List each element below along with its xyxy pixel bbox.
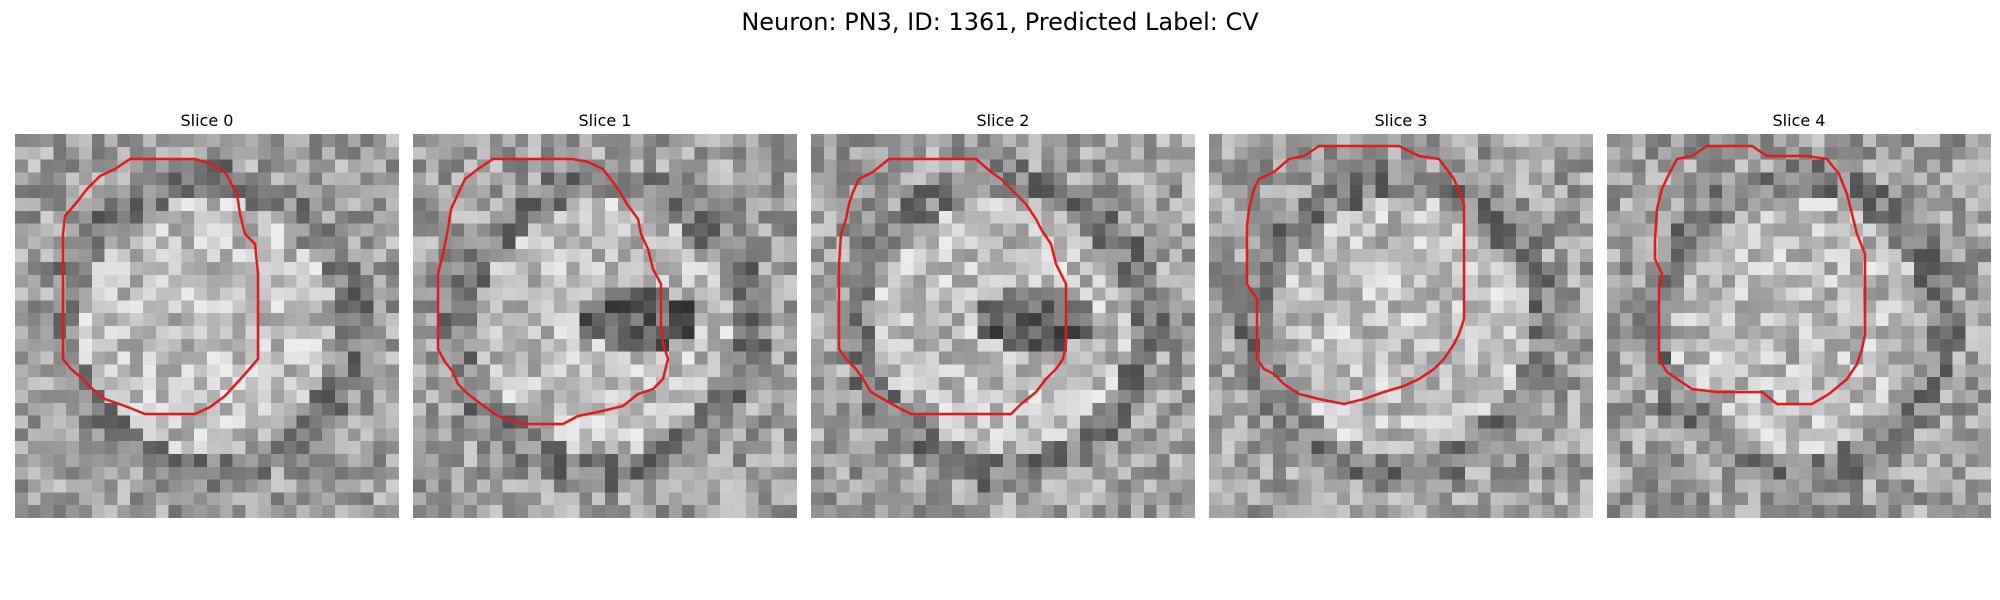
slice-title: Slice 4 xyxy=(1772,111,1826,130)
slice-contour-0 xyxy=(61,157,260,416)
slice-contour-3 xyxy=(1245,144,1466,406)
slice-title: Slice 0 xyxy=(180,111,234,130)
slice-title: Slice 1 xyxy=(578,111,632,130)
slice-contour-1 xyxy=(436,157,670,426)
slice-contour-2 xyxy=(837,157,1068,416)
slice-title: Slice 2 xyxy=(976,111,1030,130)
slice-panel-1: Slice 1 xyxy=(413,110,797,518)
slice-grayscale-2 xyxy=(811,134,1195,518)
slice-image-4 xyxy=(1607,134,1991,518)
slice-grayscale-4 xyxy=(1607,134,1991,518)
slice-image-0 xyxy=(15,134,399,518)
slice-grayscale-3 xyxy=(1209,134,1593,518)
slice-image-2 xyxy=(811,134,1195,518)
slice-image-1 xyxy=(413,134,797,518)
slice-panel-2: Slice 2 xyxy=(811,110,1195,518)
slice-image-3 xyxy=(1209,134,1593,518)
slice-title: Slice 3 xyxy=(1374,111,1428,130)
slice-panel-3: Slice 3 xyxy=(1209,110,1593,518)
slice-grayscale-1 xyxy=(413,134,797,518)
slice-panel-4: Slice 4 xyxy=(1607,110,1991,518)
figure-title: Neuron: PN3, ID: 1361, Predicted Label: … xyxy=(741,8,1259,36)
slice-contour-4 xyxy=(1653,144,1867,406)
slice-panel-0: Slice 0 xyxy=(15,110,399,518)
